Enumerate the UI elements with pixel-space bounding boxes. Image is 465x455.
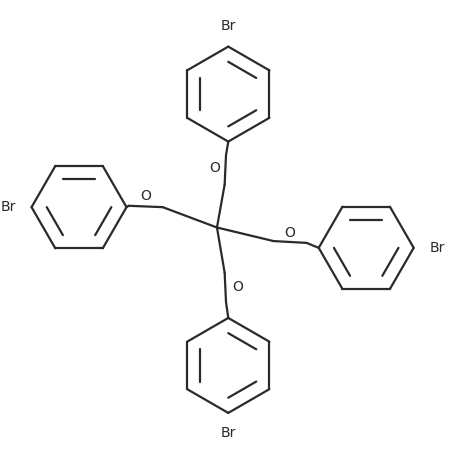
Text: O: O [140,189,151,203]
Text: Br: Br [220,19,236,33]
Text: O: O [232,280,243,294]
Text: O: O [285,226,295,240]
Text: Br: Br [0,200,16,214]
Text: Br: Br [220,426,236,440]
Text: Br: Br [430,241,445,255]
Text: O: O [209,161,220,175]
